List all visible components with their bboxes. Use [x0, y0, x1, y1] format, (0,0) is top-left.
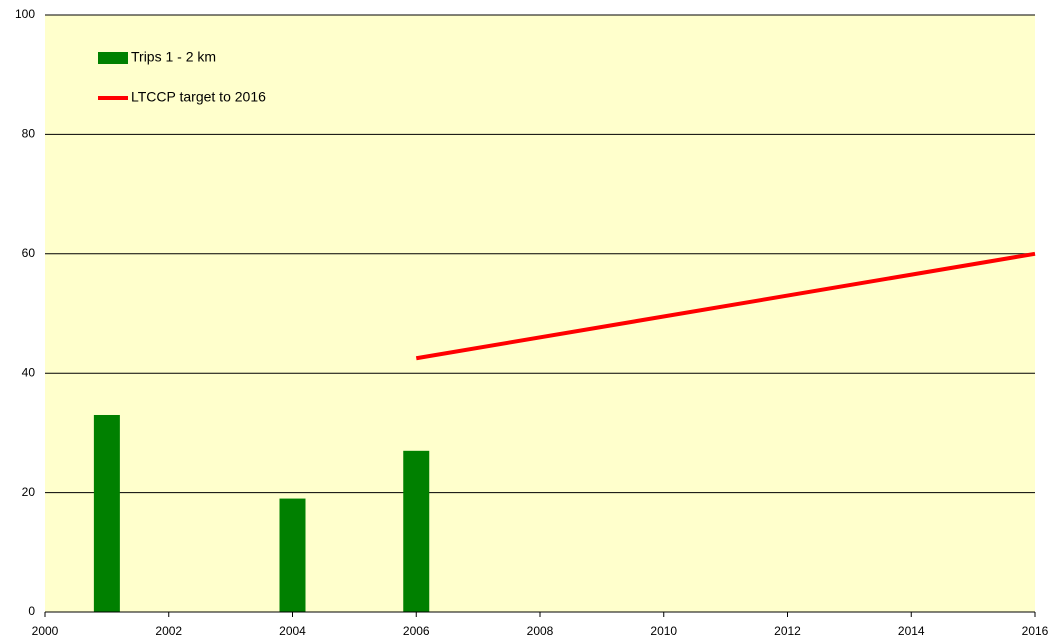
x-tick-label: 2014	[898, 624, 925, 638]
y-tick-label: 20	[22, 485, 36, 499]
x-tick-label: 2008	[527, 624, 554, 638]
legend-swatch	[98, 52, 128, 64]
plot-area	[45, 15, 1035, 612]
x-tick-label: 2016	[1022, 624, 1049, 638]
x-tick-label: 2006	[403, 624, 430, 638]
x-tick-label: 2010	[650, 624, 677, 638]
bar	[93, 414, 120, 612]
bar	[279, 498, 306, 612]
line	[415, 251, 1036, 361]
y-tick-label: 40	[22, 365, 36, 379]
x-tick-label: 2002	[155, 624, 182, 638]
y-tick-label: 60	[22, 246, 36, 260]
y-tick-label: 100	[15, 7, 35, 21]
bar	[403, 450, 430, 612]
x-tick-label: 2012	[774, 624, 801, 638]
y-tick-label: 0	[28, 604, 35, 618]
legend-label: LTCCP target to 2016	[131, 89, 266, 105]
x-tick-label: 2004	[279, 624, 306, 638]
y-tick-label: 80	[22, 127, 36, 141]
x-tick-label: 2000	[32, 624, 59, 638]
legend-label: Trips 1 - 2 km	[131, 49, 216, 65]
